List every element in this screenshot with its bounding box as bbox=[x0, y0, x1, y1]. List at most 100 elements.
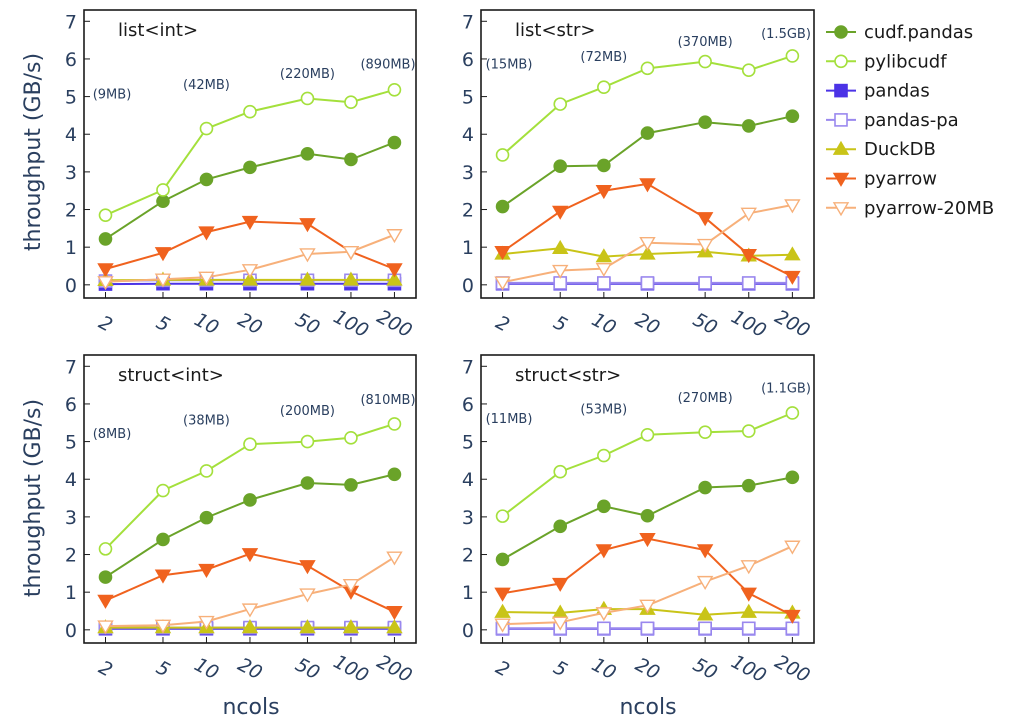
legend-item: pandas-pa bbox=[826, 110, 959, 131]
x-tick-label: 200 bbox=[771, 651, 813, 687]
series-pyarrow-20mb bbox=[494, 199, 801, 291]
data-point bbox=[199, 464, 214, 478]
series-pyarrow-20mb bbox=[97, 229, 403, 291]
x-tick-label: 100 bbox=[728, 306, 770, 342]
data-point bbox=[640, 276, 655, 290]
data-point bbox=[156, 183, 170, 197]
series-pyarrow bbox=[494, 178, 801, 285]
data-point bbox=[595, 185, 613, 200]
data-point bbox=[698, 54, 712, 69]
y-tick-label: 6 bbox=[65, 49, 77, 71]
data-point bbox=[597, 276, 611, 290]
data-point bbox=[552, 577, 569, 592]
data-point bbox=[553, 97, 568, 111]
data-point bbox=[553, 519, 568, 534]
y-tick-label: 4 bbox=[462, 469, 474, 491]
data-point bbox=[386, 606, 403, 621]
data-point bbox=[243, 437, 257, 452]
x-tick-label: 200 bbox=[771, 306, 813, 342]
data-point bbox=[741, 424, 756, 438]
data-point bbox=[198, 226, 215, 241]
data-point bbox=[740, 560, 757, 575]
legend-item: pyarrow-20MB bbox=[826, 198, 994, 219]
data-point bbox=[386, 551, 403, 566]
y-tick-label: 4 bbox=[462, 124, 474, 146]
series-pyarrow bbox=[494, 533, 801, 624]
data-point bbox=[698, 480, 712, 495]
data-point bbox=[97, 620, 114, 635]
data-point bbox=[241, 548, 259, 563]
data-point bbox=[696, 212, 714, 227]
y-tick-label: 6 bbox=[462, 49, 474, 71]
data-point bbox=[740, 587, 757, 602]
data-point bbox=[639, 599, 656, 614]
data-point bbox=[595, 262, 613, 278]
series-cudf-pandas bbox=[495, 470, 800, 567]
data-point bbox=[386, 271, 403, 286]
series-cudf-pandas bbox=[98, 467, 402, 584]
data-point bbox=[494, 587, 511, 602]
data-point bbox=[698, 621, 712, 636]
data-point bbox=[342, 619, 360, 634]
panel-1: 0 1 2 3 4 5 6 7 2 5 10 20 50 100 200 (9MB) (42MB) (220MB)… bbox=[65, 9, 417, 342]
data-point bbox=[97, 263, 114, 278]
data-point bbox=[595, 607, 613, 622]
data-point bbox=[784, 199, 801, 214]
y-tick-label: 7 bbox=[462, 11, 474, 33]
size-annotation: (1.1GB) bbox=[761, 382, 811, 397]
size-annotation: (810MB) bbox=[360, 393, 415, 408]
data-point bbox=[299, 248, 316, 263]
y-tick-label: 3 bbox=[65, 162, 77, 184]
data-point bbox=[387, 83, 402, 97]
x-tick-label: 2 bbox=[95, 656, 116, 681]
series-cudf-pandas bbox=[495, 109, 800, 214]
data-point bbox=[342, 578, 360, 594]
data-point bbox=[741, 276, 756, 290]
y-axis-title-bottom: throughput (GB/s) bbox=[21, 399, 46, 597]
legend-item: pylibcudf bbox=[826, 51, 947, 72]
legend-marker bbox=[832, 172, 850, 187]
y-tick-label: 0 bbox=[462, 275, 474, 297]
data-point bbox=[387, 417, 402, 431]
y-tick-label: 5 bbox=[65, 87, 77, 109]
data-point bbox=[698, 425, 712, 439]
data-point bbox=[597, 448, 611, 463]
series-cudf-pandas bbox=[98, 135, 402, 246]
data-point bbox=[299, 588, 316, 603]
y-tick-label: 2 bbox=[462, 200, 474, 222]
series-pylibcudf bbox=[495, 49, 800, 162]
data-point bbox=[299, 218, 316, 233]
data-point bbox=[495, 148, 510, 162]
data-point bbox=[154, 569, 172, 584]
legend-label: pandas-pa bbox=[864, 110, 959, 131]
series-pylibcudf bbox=[495, 406, 800, 523]
y-tick-label: 0 bbox=[65, 275, 77, 297]
data-point bbox=[199, 172, 214, 187]
series-pylibcudf bbox=[98, 83, 402, 222]
y-tick-label: 1 bbox=[65, 582, 77, 604]
legend-marker bbox=[834, 54, 848, 69]
plot-frame bbox=[480, 354, 815, 644]
data-point bbox=[696, 238, 714, 253]
x-tick-label: 5 bbox=[152, 311, 173, 336]
x-tick-label: 200 bbox=[373, 306, 415, 342]
panel-title: struct<str> bbox=[515, 365, 621, 386]
legend-item: pyarrow bbox=[826, 169, 937, 190]
series-pylibcudf bbox=[98, 417, 402, 556]
data-point bbox=[740, 249, 757, 264]
data-point bbox=[386, 229, 403, 244]
size-annotation: (200MB) bbox=[280, 404, 335, 419]
data-point bbox=[785, 49, 800, 63]
y-axis-title-top: throughput (GB/s) bbox=[21, 53, 46, 251]
data-point bbox=[494, 245, 511, 261]
y-tick-label: 3 bbox=[462, 507, 474, 529]
legend-label: DuckDB bbox=[864, 139, 936, 160]
data-point bbox=[344, 478, 358, 492]
data-point bbox=[552, 239, 569, 255]
series-pandas-pa bbox=[495, 276, 800, 290]
x-tick-label: 10 bbox=[191, 309, 223, 340]
y-tick-label: 3 bbox=[65, 507, 77, 529]
legend-marker bbox=[832, 140, 850, 155]
data-point bbox=[597, 80, 611, 94]
